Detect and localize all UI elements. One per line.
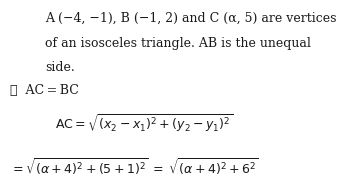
Text: ∴  AC = BC: ∴ AC = BC (10, 84, 79, 97)
Text: of an isosceles triangle. AB is the unequal: of an isosceles triangle. AB is the uneq… (45, 37, 311, 50)
Text: side.: side. (45, 61, 75, 74)
Text: A (−4, −1), B (−1, 2) and C (α, 5) are vertices: A (−4, −1), B (−1, 2) and C (α, 5) are v… (45, 12, 336, 25)
Text: $\mathrm{AC} = \sqrt{(x_2 - x_1)^2 + (y_2 - y_1)^2}$: $\mathrm{AC} = \sqrt{(x_2 - x_1)^2 + (y_… (55, 113, 234, 135)
Text: $= \sqrt{(\alpha + 4)^2 + (5+1)^2}\; = \; \sqrt{(\alpha + 4)^2 + 6^2}$: $= \sqrt{(\alpha + 4)^2 + (5+1)^2}\; = \… (10, 157, 260, 174)
